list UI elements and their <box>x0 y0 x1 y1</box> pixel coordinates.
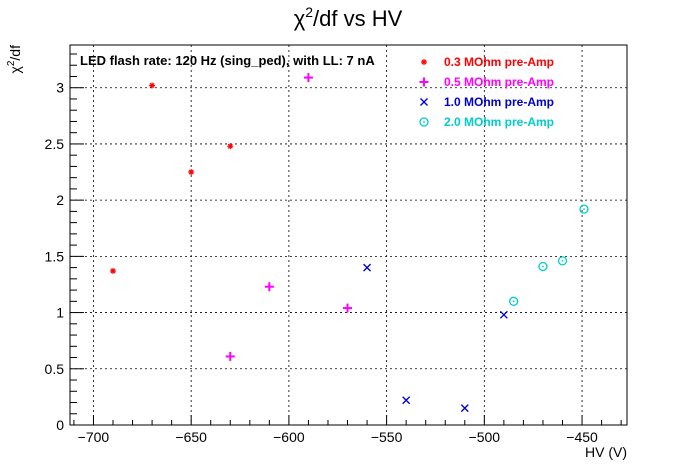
data-point-s1-3 <box>343 303 353 313</box>
legend-label-0: 0.3 MOhm pre-Amp <box>444 55 554 69</box>
y-tick-label: 2.5 <box>45 136 65 152</box>
x-tick-label: −600 <box>273 429 305 445</box>
chart-title-main: χ <box>294 6 306 31</box>
y-axis-label: χ2/df <box>6 45 23 74</box>
data-points <box>109 73 589 413</box>
plot-frame <box>69 44 628 426</box>
data-point-s2-1 <box>402 396 411 405</box>
chart-title: χ2/df vs HV <box>294 4 403 31</box>
data-point-s0-0 <box>109 267 116 274</box>
data-point-s2-3 <box>499 310 508 319</box>
y-tick-label: 3 <box>56 80 64 96</box>
legend-label-1: 0.5 MOhm pre-Amp <box>444 75 554 89</box>
y-tick-label: 0.5 <box>45 361 65 377</box>
axis-ticks <box>70 53 622 426</box>
x-tick-label: −450 <box>566 429 598 445</box>
legend-marker-0 <box>421 59 427 65</box>
chart-title-rest: /df vs HV <box>313 6 403 31</box>
data-point-s3-1 <box>538 261 548 272</box>
data-point-s1-0 <box>225 351 235 361</box>
x-tick-label: −700 <box>78 429 110 445</box>
y-tick-label: 1.5 <box>45 248 65 264</box>
y-tick-labels: 0 0.5 1 1.5 2 2.5 3 <box>45 80 65 433</box>
x-tick-label: −550 <box>371 429 403 445</box>
data-point-s0-3 <box>227 143 234 150</box>
y-tick-label: 2 <box>56 192 64 208</box>
y-axis-label-main: χ <box>7 66 23 74</box>
y-axis-label-sup: 2 <box>6 60 17 66</box>
legend-marker-1 <box>419 77 429 87</box>
legend-marker-2 <box>420 98 428 106</box>
data-point-s3-0 <box>508 296 519 306</box>
legend-label-2: 1.0 MOhm pre-Amp <box>444 95 554 109</box>
legend-label-3: 2.0 MOhm pre-Amp <box>444 115 554 129</box>
data-point-s0-2 <box>188 169 195 176</box>
data-point-s3-3 <box>579 204 589 214</box>
y-axis-label-rest: /df <box>7 45 23 61</box>
x-tick-label: −500 <box>469 429 501 445</box>
annotation: LED flash rate: 120 Hz (sing_ped), with … <box>80 53 375 68</box>
y-tick-label: 1 <box>56 305 64 321</box>
data-point-s3-2 <box>557 256 568 266</box>
legend: 0.3 MOhm pre-Amp 0.5 MOhm pre-Amp 1.0 MOhm… <box>419 55 554 129</box>
data-point-s0-1 <box>149 82 156 89</box>
chart-title-sup: 2 <box>305 4 313 20</box>
grid <box>70 45 627 425</box>
data-point-s1-1 <box>264 282 274 292</box>
data-point-s2-2 <box>460 404 469 413</box>
data-point-s1-2 <box>303 73 313 83</box>
x-tick-label: −650 <box>175 429 207 445</box>
legend-marker-3 <box>419 117 429 127</box>
x-tick-labels: −700 −650 −600 −550 −500 −450 <box>78 429 598 445</box>
y-tick-label: 0 <box>56 417 64 433</box>
x-axis-label: HV (V) <box>585 444 627 460</box>
data-point-s2-0 <box>363 263 372 272</box>
